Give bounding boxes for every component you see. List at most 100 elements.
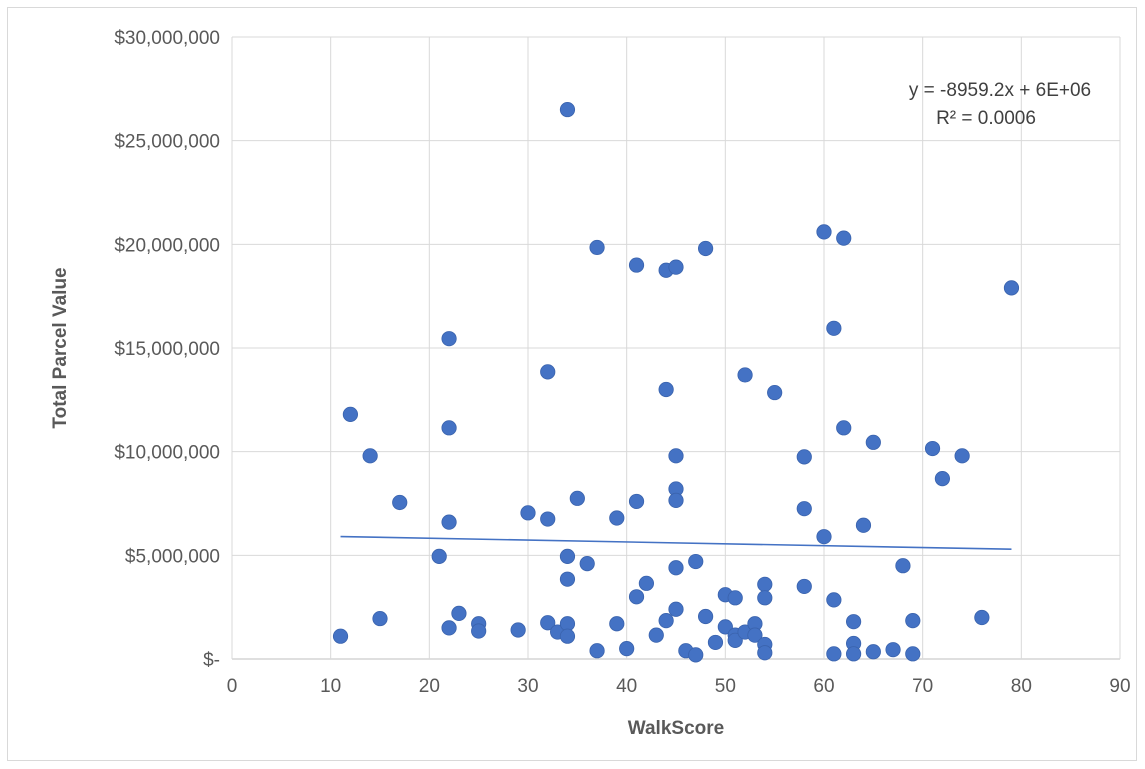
data-point [471,623,487,639]
data-point [540,615,556,631]
data-point [697,608,714,625]
data-point [836,230,852,246]
data-point [628,493,645,510]
data-point [826,592,842,608]
trendline [340,535,1012,551]
data-point [855,517,872,533]
data-point [628,257,645,273]
trendline-r-squared: R² = 0.0006 [936,108,1036,129]
y-tick-label: $25,000,000 [114,132,220,153]
trendline-equation: y = -8959.2x + 6E+06 [909,80,1091,101]
data-point [441,331,457,347]
data-points [332,101,1020,663]
data-point [451,605,467,621]
data-point [559,101,576,118]
data-point [559,548,576,564]
data-point [638,575,655,591]
data-point [520,505,536,521]
data-point [737,367,753,383]
data-point [865,434,881,450]
data-point [727,632,743,648]
data-point [628,589,645,605]
data-point [609,510,625,526]
data-point [668,601,684,617]
data-point [757,576,773,592]
data-point [658,381,674,398]
data-point [362,448,378,464]
data-point [372,610,388,627]
data-point [767,384,783,401]
data-point [895,558,911,574]
data-point [332,628,349,644]
data-point [431,548,447,564]
x-tick-label: 80 [1011,676,1032,697]
data-point [609,616,625,632]
x-tick-label: 20 [419,676,440,697]
x-axis-ticks: 0 10 20 30 40 50 60 70 80 90 [227,676,1131,697]
data-point [796,501,812,517]
y-tick-label: $20,000,000 [114,235,220,256]
data-point [974,609,990,626]
data-point [510,622,526,638]
data-point [845,646,862,662]
data-point [707,634,724,651]
y-axis-ticks: $- $5,000,000 $10,000,000 $15,000,000 $20,00… [114,28,220,671]
data-point [826,320,842,336]
gridlines [231,36,1121,660]
data-point [757,645,773,661]
data-point [589,239,605,256]
data-point [796,449,812,465]
data-point [668,448,684,464]
y-axis-title: Total Parcel Value [50,267,71,428]
y-tick-label: $- [203,650,220,671]
data-point [954,448,970,464]
data-point [540,364,556,380]
x-tick-label: 50 [715,676,736,697]
data-point [905,646,921,662]
x-tick-label: 10 [320,676,341,697]
data-point [796,578,812,595]
x-tick-label: 60 [813,676,834,697]
data-point [579,556,595,572]
x-tick-label: 40 [616,676,637,697]
data-point [441,620,457,636]
data-point [559,571,576,587]
data-point [885,642,901,658]
x-tick-label: 30 [517,676,538,697]
data-point [727,590,743,606]
data-point [619,641,635,657]
x-tick-label: 90 [1109,676,1130,697]
data-point [540,511,556,527]
data-point [816,224,832,240]
data-point [924,440,941,457]
data-point [934,471,951,487]
data-point [441,420,457,436]
data-point [569,490,585,506]
data-point [668,492,684,508]
data-point [757,590,773,606]
data-point [559,628,576,644]
data-point [697,240,714,257]
data-point [905,613,921,629]
x-axis-title: WalkScore [628,718,724,739]
data-point [688,553,704,570]
data-point [1003,280,1020,296]
data-point [845,614,862,630]
data-point [658,613,674,629]
data-point [747,627,763,643]
data-point [392,494,408,511]
data-point [826,646,842,662]
data-point [688,647,704,663]
data-point [441,514,457,530]
y-tick-label: $5,000,000 [125,546,220,567]
data-point [668,560,684,576]
y-tick-label: $15,000,000 [114,339,220,360]
data-point [717,619,733,635]
y-tick-label: $30,000,000 [114,28,220,49]
x-tick-label: 70 [912,676,933,697]
x-tick-label: 0 [227,676,238,697]
data-point [342,406,358,422]
data-point [589,643,605,659]
data-point [668,259,684,275]
